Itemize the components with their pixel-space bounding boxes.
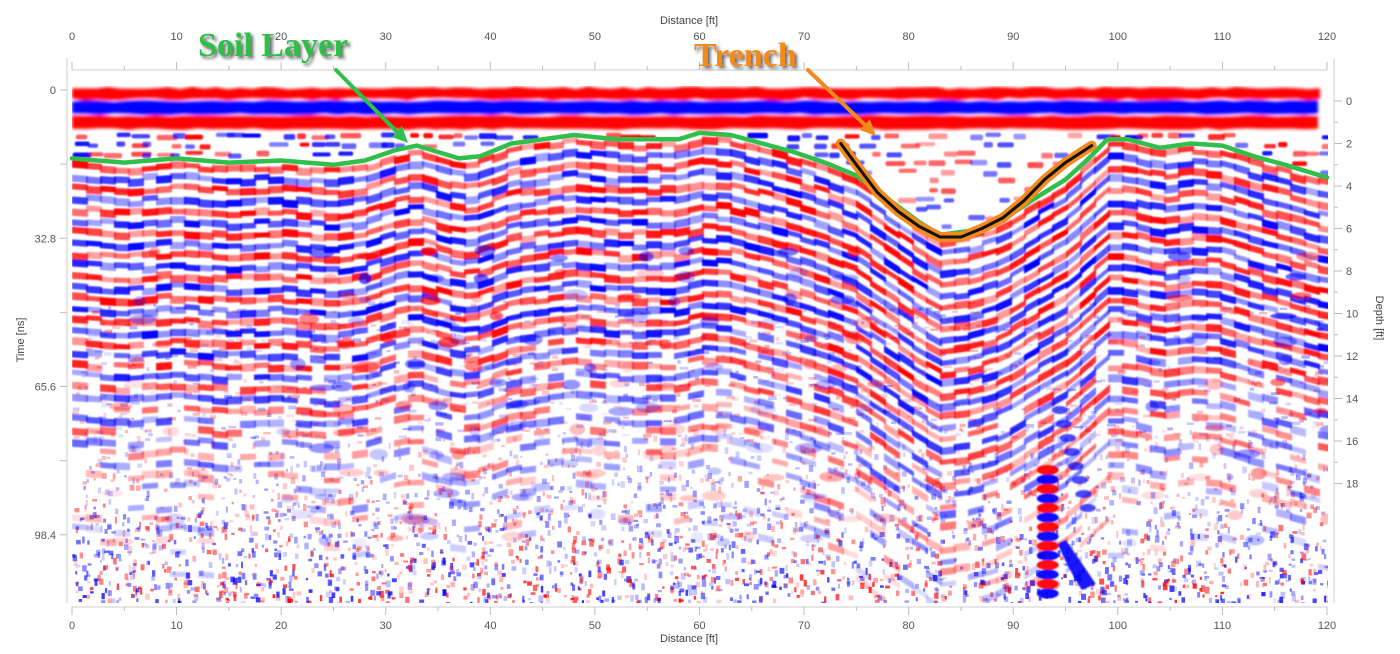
- bottom-tick-label: 10: [170, 620, 182, 632]
- left-tick-label: 65.6: [35, 382, 56, 394]
- top-tick-label: 50: [589, 31, 601, 43]
- soil-layer-arrow: [334, 68, 408, 143]
- left-tick-label: 0: [50, 85, 56, 97]
- top-tick-label: 100: [1109, 31, 1127, 43]
- radargram-image: [72, 86, 1328, 603]
- bottom-tick-label: 80: [903, 620, 915, 632]
- top-tick-label: 70: [798, 31, 810, 43]
- top-tick-label: 10: [170, 31, 182, 43]
- bottom-tick-label: 40: [484, 620, 496, 632]
- bottom-tick-label: 110: [1214, 620, 1232, 632]
- top-tick-label: 30: [380, 31, 392, 43]
- right-tick-label: 0: [1346, 96, 1352, 108]
- right-tick-label: 12: [1346, 351, 1358, 363]
- top-tick-label: 60: [693, 31, 705, 43]
- bottom-tick-label: 20: [275, 620, 287, 632]
- soil-layer-line: [69, 130, 1330, 238]
- bottom-tick-label: 50: [589, 620, 601, 632]
- y-axis-title-right: Depth [ft]: [1373, 296, 1385, 341]
- bottom-tick-label: 90: [1007, 620, 1019, 632]
- axes: 0 10 20 30 40 50 60 70 80 90 100 110 120 0 10 20 30 40 50…: [15, 15, 1385, 645]
- top-tick-label: 90: [1007, 31, 1019, 43]
- right-tick-label: 10: [1346, 309, 1358, 321]
- right-tick-label: 8: [1346, 266, 1352, 278]
- right-depth-ticks: 0 2 4 6 8 10 12 14 16 18: [1334, 96, 1358, 491]
- left-time-ticks: 0 32.8 65.6 98.4: [35, 85, 67, 542]
- top-tick-label: 20: [275, 31, 287, 43]
- bottom-tick-label: 60: [693, 620, 705, 632]
- right-tick-label: 2: [1346, 139, 1352, 151]
- pipe-hyperbola-reflection: [1036, 406, 1096, 599]
- bottom-tick-label: 100: [1109, 620, 1127, 632]
- trench-label: Trench: [694, 37, 797, 74]
- x-axis-title-top: Distance [ft]: [660, 15, 718, 27]
- y-axis-title-left: Time [ns]: [15, 318, 27, 363]
- trench-outline-black: [839, 142, 1094, 239]
- soil-layer-label: Soil Layer: [198, 27, 348, 64]
- bottom-tick-label: 0: [69, 620, 75, 632]
- left-tick-label: 32.8: [35, 233, 56, 245]
- right-tick-label: 6: [1346, 224, 1352, 236]
- top-tick-label: 110: [1214, 31, 1232, 43]
- top-tick-label: 80: [903, 31, 915, 43]
- right-tick-label: 4: [1346, 181, 1352, 193]
- right-tick-label: 18: [1346, 479, 1358, 491]
- annotations: Soil Layer Trench: [69, 27, 1330, 242]
- left-tick-label: 98.4: [35, 530, 56, 542]
- right-tick-label: 14: [1346, 394, 1358, 406]
- right-tick-label: 16: [1346, 436, 1358, 448]
- bottom-tick-label: 70: [798, 620, 810, 632]
- top-tick-label: 40: [484, 31, 496, 43]
- reflection-stripes: [72, 132, 1328, 603]
- x-axis-title-bottom: Distance [ft]: [660, 633, 718, 645]
- surface-direct-wave-bands: [72, 86, 1320, 130]
- top-tick-label: 120: [1318, 31, 1336, 43]
- bottom-tick-label: 120: [1318, 620, 1336, 632]
- bottom-tick-label: 30: [380, 620, 392, 632]
- bottom-x-ticks: 0 10 20 30 40 50 60 70 80 90 100 110 120: [69, 607, 1336, 632]
- top-tick-label: 0: [69, 31, 75, 43]
- trench-arrow: [806, 68, 876, 136]
- top-x-ticks: 0 10 20 30 40 50 60 70 80 90 100 110 120: [69, 31, 1336, 70]
